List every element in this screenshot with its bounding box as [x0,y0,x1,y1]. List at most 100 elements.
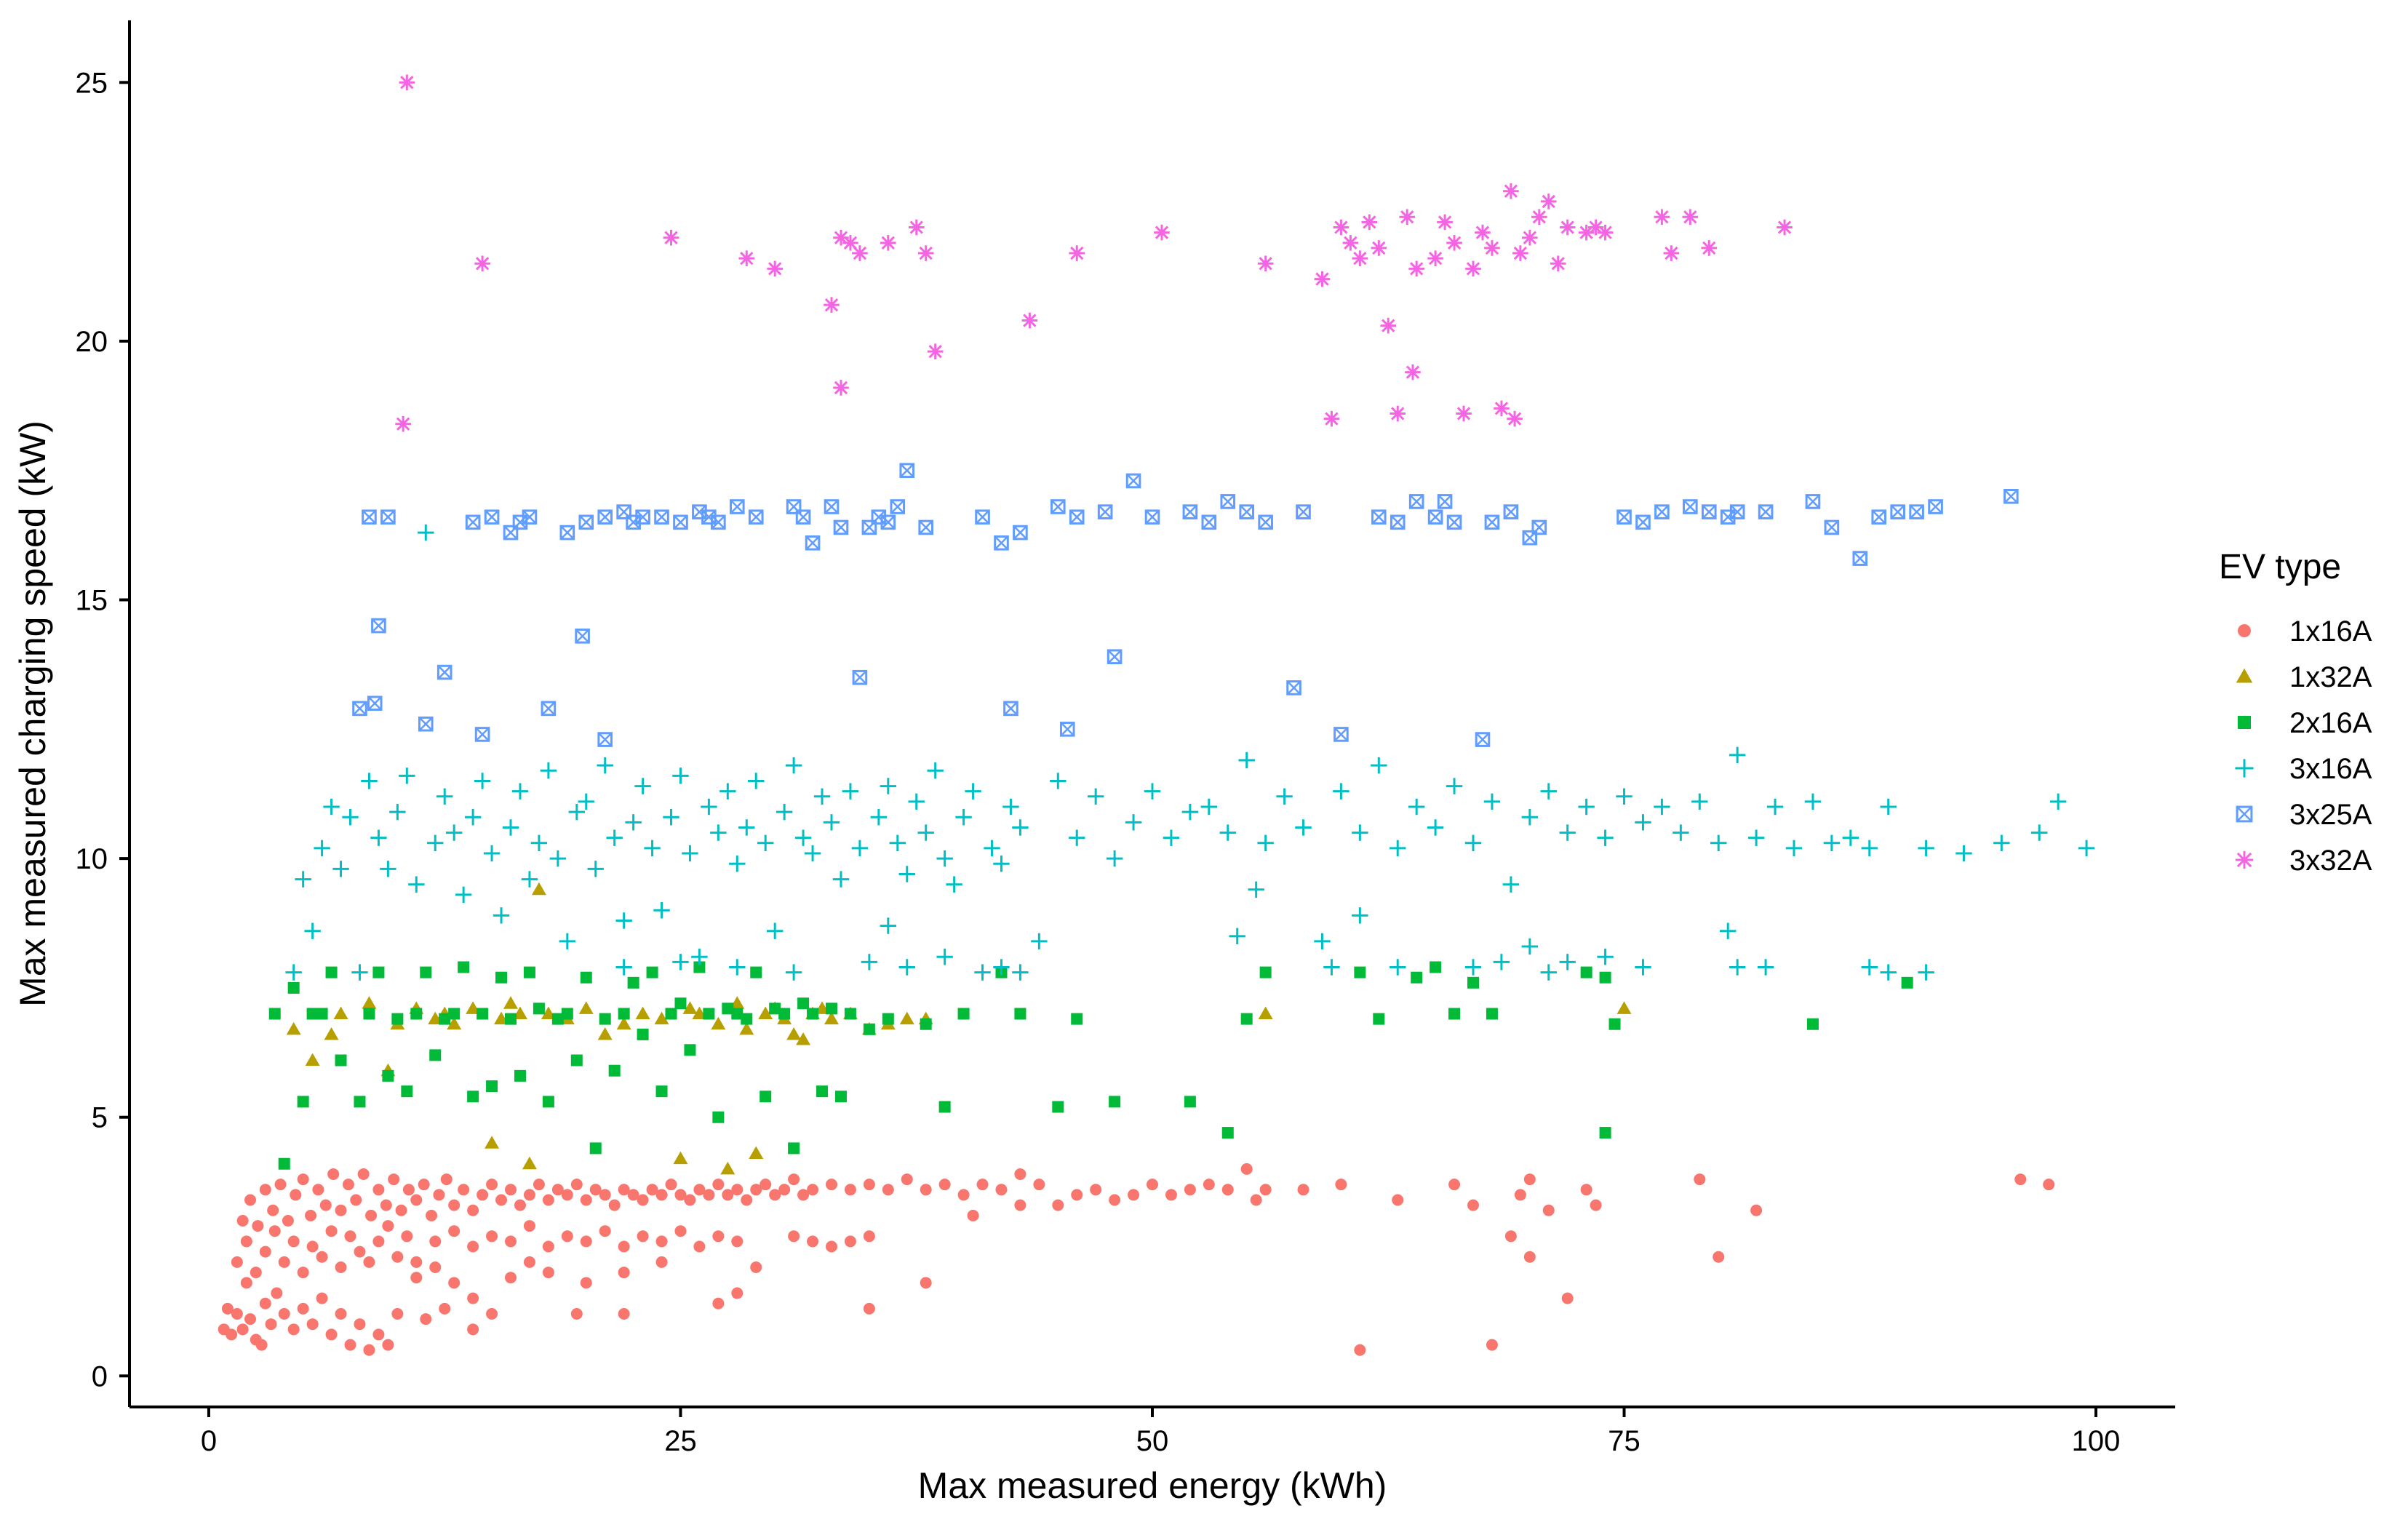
data-point [1720,509,1736,525]
data-point [674,1225,687,1237]
data-point [955,809,972,826]
data-point [701,509,717,525]
series-3x25A [352,463,2019,747]
data-point [927,343,944,359]
data-point [1590,1199,1602,1211]
data-point [420,966,432,978]
data-point [589,1184,602,1196]
data-point [653,902,670,919]
data-point [1523,1251,1536,1263]
data-point [1559,824,1576,841]
data-point [2078,840,2095,857]
data-point [703,1008,715,1020]
data-point [1785,840,1803,857]
data-point [388,1173,400,1186]
data-point [957,1008,970,1020]
data-point [618,1267,630,1279]
data-point [344,1230,356,1243]
data-point [285,964,302,981]
data-point [899,1011,914,1025]
data-point [259,1297,271,1309]
data-point [880,235,896,251]
data-point [1238,751,1255,769]
data-point [880,514,896,530]
data-point [511,783,529,800]
data-point [1259,966,1272,978]
legend-title: EV type [2219,548,2341,586]
data-point [380,861,396,877]
x-axis-ticks: 0 25 50 75 100 [201,1407,2120,1457]
legend-items: 1x16A 1x32A 2x16A 3x16A 3x25A 3x32A [2235,615,2372,877]
data-point [917,824,934,841]
data-point [1559,954,1576,970]
data-point [1109,1096,1121,1108]
data-point [268,1225,281,1237]
data-point [255,1339,268,1351]
data-point [665,1179,677,1191]
data-point [570,1307,583,1320]
data-point [701,798,717,816]
data-point [389,803,406,821]
data-point [429,1261,442,1273]
legend-label: 1x16A [2289,615,2372,647]
data-point [410,1256,423,1268]
data-point [644,840,661,857]
y-tick-label: 0 [92,1360,108,1392]
data-point [693,1240,706,1253]
data-point [993,856,1010,872]
data-point [785,757,802,774]
data-point [1071,1189,1083,1201]
data-point [844,1184,856,1196]
data-point [1890,504,1905,519]
data-point [333,1006,348,1019]
data-point [580,1277,592,1289]
data-point [1928,499,1943,514]
data-point [362,996,377,1009]
data-point [514,1069,526,1082]
data-point [458,1184,470,1196]
data-point [731,1235,743,1248]
data-point [502,819,519,836]
data-point [1296,504,1311,519]
data-point [408,876,425,893]
data-point [1880,964,1897,981]
data-point [795,509,811,525]
data-point [1405,364,1421,380]
data-point [1955,845,1972,862]
data-point [1750,1204,1763,1216]
data-point [863,1179,875,1191]
data-point [559,933,576,950]
data-point [901,1173,913,1186]
data-point [327,1168,340,1180]
data-point [1239,504,1255,519]
data-point [542,1240,554,1253]
data-point [549,850,567,867]
data-point [1871,509,1887,525]
data-point [1125,814,1142,831]
data-point [436,788,453,805]
data-point [1352,250,1368,266]
data-point [1333,219,1349,236]
data-point [880,917,897,934]
legend-item-3x32A: 3x32A [2235,845,2372,877]
data-point [1467,1199,1479,1211]
data-point [1901,976,1913,989]
data-point [637,1194,649,1206]
data-point [842,783,859,800]
series-2x16A [268,961,1913,1170]
data-point [890,499,906,514]
data-point [1578,798,1595,816]
data-point [1502,876,1520,893]
data-point [395,1204,407,1216]
data-point [352,701,367,717]
x-axis-title: Max measured energy (kWh) [918,1465,1387,1506]
data-point [319,1199,332,1211]
data-point [370,829,387,846]
data-point [833,519,849,535]
data-point [1257,255,1274,272]
data-point [1523,1173,1536,1186]
legend-label: 3x16A [2289,753,2372,785]
data-point [1824,519,1840,535]
data-point [1531,519,1547,535]
data-point [1540,783,1557,800]
